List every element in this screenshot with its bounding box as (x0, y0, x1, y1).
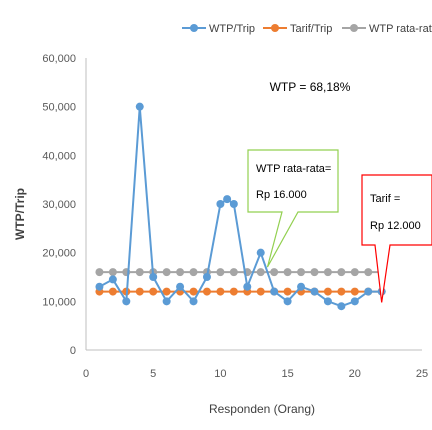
series-wtp-trip (95, 102, 386, 311)
y-axis-title: WTP/Trip (13, 188, 27, 240)
data-point (162, 287, 171, 296)
legend-item: WTP/Trip (182, 23, 255, 35)
series-wtp-rata-rata (95, 268, 386, 277)
x-tick-label: 5 (150, 368, 156, 380)
annotation-layer: WTP = 68,18% WTP rata-rata= Rp 16.000 Tarif… (247, 80, 432, 303)
wtp-average-callout: WTP rata-rata= Rp 16.000 (247, 149, 339, 268)
x-tick-label: 20 (349, 368, 361, 380)
data-point (270, 268, 279, 277)
data-point (256, 268, 265, 277)
legend-label: Tarif/Trip (290, 23, 332, 35)
data-point (135, 287, 144, 296)
y-tick-label: 10,000 (42, 296, 76, 308)
data-point (149, 287, 158, 296)
tarif-label: Tarif = (370, 193, 400, 205)
data-point (283, 287, 292, 296)
data-point (135, 268, 144, 277)
data-point (189, 268, 198, 277)
y-tick-label: 40,000 (42, 150, 76, 162)
callout-box (247, 149, 339, 268)
data-point (216, 200, 225, 208)
data-point (202, 287, 211, 296)
data-point (189, 297, 198, 306)
legend-item: WTP rata-rata (342, 23, 432, 35)
data-point (256, 248, 265, 257)
data-point (350, 268, 359, 277)
data-point (256, 287, 265, 296)
data-point (216, 268, 225, 277)
data-point (350, 287, 359, 296)
legend-swatch-marker (350, 24, 358, 32)
data-point (337, 302, 346, 311)
tarif-value: Rp 12.000 (370, 220, 421, 232)
legend-swatch-marker (190, 24, 198, 32)
legend-swatch-marker (271, 24, 279, 32)
data-point (283, 297, 292, 306)
x-tick-label: 0 (83, 368, 89, 380)
data-point (95, 282, 104, 291)
data-point (108, 275, 117, 284)
data-point (229, 200, 238, 208)
data-point (108, 268, 117, 277)
data-point (229, 287, 238, 296)
tick-labels: 0 10,000 20,000 30,000 40,000 50,000 60,000 0 5 1… (42, 53, 428, 380)
data-point (283, 268, 292, 277)
data-point (297, 282, 306, 291)
data-point (122, 297, 131, 306)
data-point (243, 282, 252, 291)
legend-item: Tarif/Trip (263, 23, 332, 35)
wtp-average-value: Rp 16.000 (256, 189, 307, 201)
data-point (364, 287, 373, 296)
data-point (216, 287, 225, 296)
data-point (270, 287, 279, 296)
data-point (297, 268, 306, 277)
x-tick-label: 15 (281, 368, 293, 380)
data-point (95, 268, 104, 277)
data-point (162, 297, 171, 306)
data-point (323, 297, 332, 306)
data-point (323, 268, 332, 277)
data-point (310, 287, 319, 296)
data-point (337, 268, 346, 277)
data-point (189, 287, 198, 296)
tarif-callout: Tarif = Rp 12.000 (361, 174, 432, 303)
wtp-average-label: WTP rata-rata= (256, 163, 331, 175)
legend-label: WTP rata-rata (369, 23, 432, 35)
data-point (176, 268, 185, 277)
y-tick-label: 20,000 (42, 248, 76, 260)
series-line (98, 105, 382, 308)
data-point (149, 273, 158, 281)
data-point (310, 268, 319, 277)
wtp-percent-label: WTP = 68,18% (270, 80, 351, 94)
y-tick-label: 50,000 (42, 102, 76, 114)
x-tick-label: 10 (214, 368, 226, 380)
x-tick-label: 25 (416, 368, 428, 380)
series-layer (95, 102, 386, 311)
data-point (108, 287, 117, 296)
data-point (176, 282, 185, 291)
data-point (223, 195, 232, 204)
data-point (337, 287, 346, 296)
data-point (135, 102, 144, 111)
x-axis-title: Responden (Orang) (209, 402, 315, 416)
legend: WTP/Trip Tarif/Trip WTP rata-rata (182, 23, 432, 35)
callout-box (361, 174, 432, 303)
y-tick-label: 0 (70, 345, 76, 357)
axes (85, 58, 422, 351)
data-point (350, 297, 359, 306)
y-tick-label: 60,000 (42, 53, 76, 65)
legend-label: WTP/Trip (209, 23, 255, 35)
series-tarif-trip (95, 287, 386, 296)
data-point (364, 268, 373, 277)
data-point (229, 268, 238, 277)
y-tick-label: 30,000 (42, 199, 76, 211)
data-point (323, 287, 332, 296)
data-point (162, 268, 171, 277)
data-point (202, 273, 211, 281)
